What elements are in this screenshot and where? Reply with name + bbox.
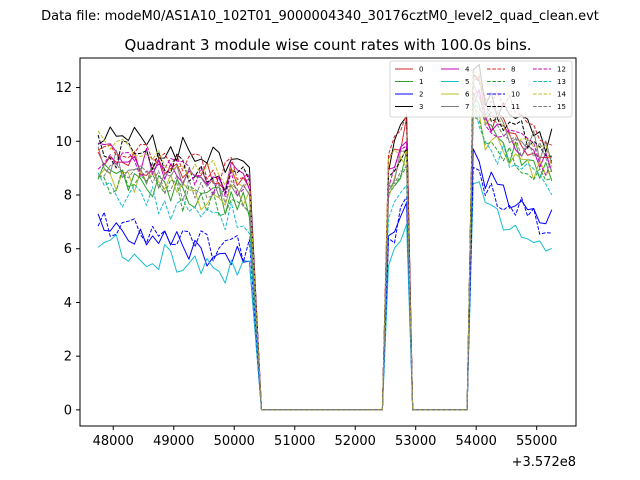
x-tick-label: 54000 <box>456 434 497 449</box>
y-axis: 0 2 4 6 8 10 12 <box>55 81 80 418</box>
legend-label-14: 14 <box>557 91 566 99</box>
series-line-6 <box>97 106 553 411</box>
legend-label-11: 11 <box>511 103 520 111</box>
legend-label-5: 5 <box>465 78 469 86</box>
y-tick-label: 8 <box>64 188 72 203</box>
legend-label-9: 9 <box>511 78 515 86</box>
series-line-14 <box>97 70 553 411</box>
x-tick-label: 53000 <box>395 434 436 449</box>
y-tick-label: 12 <box>55 81 72 96</box>
x-tick-label: 55000 <box>516 434 557 449</box>
legend-label-15: 15 <box>557 103 566 111</box>
legend-label-8: 8 <box>511 66 515 74</box>
series-line-15 <box>98 102 553 411</box>
x-axis: 48000 49000 50000 51000 52000 53000 54000 55000 <box>93 426 557 449</box>
x-tick-label: 52000 <box>335 434 376 449</box>
series-line-7 <box>97 83 553 411</box>
series-line-10 <box>97 166 552 411</box>
series-line-11 <box>97 73 552 411</box>
x-tick-label: 49000 <box>153 434 194 449</box>
legend-label-4: 4 <box>465 66 470 74</box>
legend-label-13: 13 <box>557 78 566 86</box>
y-tick-label: 6 <box>64 242 72 257</box>
series-line-13 <box>97 99 553 411</box>
legend-label-12: 12 <box>557 66 566 74</box>
legend-label-6: 6 <box>465 91 470 99</box>
y-tick-label: 10 <box>55 135 72 150</box>
plot-lines <box>97 64 553 411</box>
series-line-5 <box>97 181 552 411</box>
legend-label-1: 1 <box>419 78 423 86</box>
x-tick-label: 48000 <box>93 434 134 449</box>
x-tick-label: 50000 <box>214 434 255 449</box>
plot-border <box>79 57 577 427</box>
legend-label-0: 0 <box>419 66 423 74</box>
y-tick-label: 4 <box>64 296 72 311</box>
x-tick-label: 51000 <box>274 434 315 449</box>
legend-label-7: 7 <box>465 103 469 111</box>
series-line-0 <box>97 75 552 411</box>
legend-box <box>389 60 573 118</box>
y-tick-label: 0 <box>64 403 72 418</box>
legend-label-3: 3 <box>419 103 423 111</box>
series-line-12 <box>97 88 553 411</box>
chart-suptitle: Data file: modeM0/AS1A10_102T01_90000043… <box>41 9 599 24</box>
chart-title: Quadrant 3 module wise count rates with … <box>124 36 531 54</box>
legend-label-2: 2 <box>419 91 423 99</box>
series-line-1 <box>97 93 553 411</box>
axes-frame <box>79 57 577 427</box>
x-offset-label: +3.572e8 <box>512 455 576 470</box>
legend-label-10: 10 <box>511 91 520 99</box>
y-tick-label: 2 <box>64 350 72 365</box>
series-line-9 <box>97 116 552 411</box>
series-line-8 <box>97 73 552 411</box>
